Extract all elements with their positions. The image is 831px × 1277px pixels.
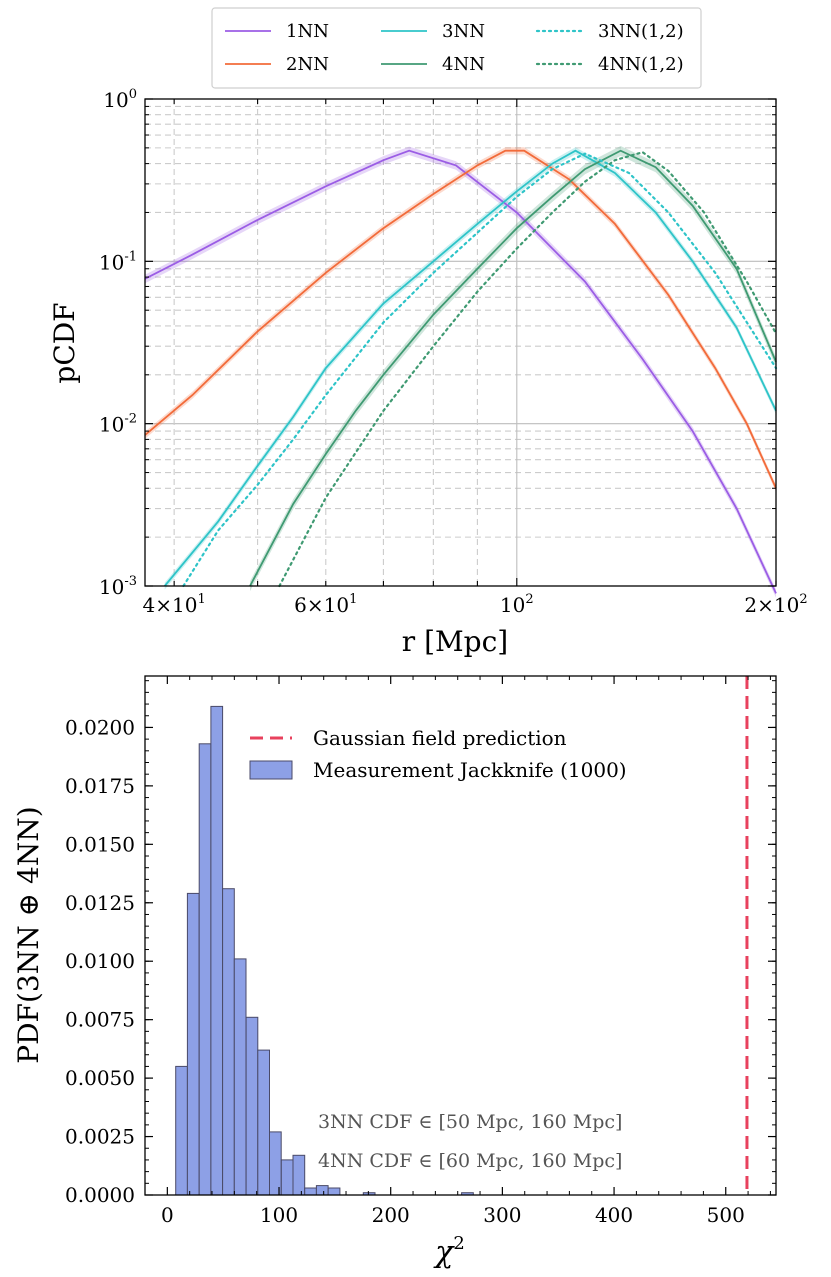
pcdf-x-tick-exp: 2 [525, 592, 533, 607]
chi2-legend-patch-swatch [249, 760, 293, 780]
pcdf-legend-label-3nn12: 3NN(1,2) [598, 21, 684, 42]
chi2-x-tick-label: 400 [595, 1203, 633, 1227]
pcdf-band-4nn [250, 146, 776, 592]
chi2-y-tick-label: 0.0150 [65, 832, 135, 856]
pcdf-legend-label-2nn: 2NN [286, 54, 329, 75]
chi2-histogram-bar [186, 892, 200, 1196]
chi2-y-tick-label: 0.0100 [65, 949, 135, 973]
pcdf-legend-label-4nn: 4NN [442, 54, 485, 75]
chi2-histogram-bar [292, 1154, 306, 1196]
pcdf-error-bands [145, 146, 776, 598]
chi2-y-tick-label: 0.0075 [65, 1008, 135, 1032]
pcdf-y-tick-base: 10 [99, 413, 124, 437]
chi2-histogram-bar [222, 888, 235, 1196]
chi2-y-tick-label: 0.0125 [65, 891, 135, 915]
chi2-histogram-bar [257, 1049, 270, 1196]
chi2-histogram-bar [233, 958, 247, 1196]
chi2-y-tick-label: 0.0175 [65, 774, 135, 798]
chi2-x-axis-label: χ2 [433, 1233, 465, 1270]
pcdf-line-3nn [164, 149, 777, 587]
pcdf-band-3nn [164, 147, 776, 590]
chi2-histogram-bar [210, 705, 224, 1196]
pcdf-y-tick-label: 10-2 [99, 412, 137, 437]
pcdf-x-tick-base: 2×10 [744, 593, 799, 617]
pcdf-series-lines [144, 149, 778, 594]
chi2-y-tick-label: 0.0000 [65, 1183, 135, 1207]
pcdf-y-tick-exp: -3 [124, 574, 137, 589]
pcdf-legend-frame [211, 7, 702, 89]
chi2-y-tick-label: 0.0050 [65, 1066, 135, 1090]
chi2-y-axis-label: PDF(3NN ⊕ 4NN) [12, 806, 45, 1063]
chi2-x-axis-label-base: χ [433, 1235, 455, 1270]
pcdf-band-1nn [145, 146, 776, 598]
chi2-ticks: 0.0000 0.0025 0.0050 0.0075 0.0100 0.0125 0.01… [65, 676, 776, 1227]
pcdf-x-tick-exp: 1 [349, 592, 357, 607]
chi2-x-tick-label: 500 [707, 1203, 745, 1227]
pcdf-x-tick-label: 4×101 [143, 592, 206, 617]
pcdf-grid [145, 98, 777, 587]
chi2-y-tick-label: 0.0025 [65, 1125, 135, 1149]
pcdf-y-tick-label: 10-1 [99, 249, 137, 274]
pcdf-x-tick-label: 2×102 [744, 592, 807, 617]
chi2-histogram-bar [269, 1131, 282, 1196]
pcdf-x-axis-label: r [Mpc] [402, 625, 508, 658]
pcdf-y-tick-base: 10 [103, 88, 128, 112]
pcdf-y-tick-exp: 0 [129, 87, 137, 102]
pcdf-y-tick-label: 100 [103, 87, 137, 112]
pcdf-x-axis-label-text: r [Mpc] [402, 625, 508, 658]
pcdf-x-tick-base: 4×10 [143, 593, 198, 617]
annotation-4nn-range: 4NN CDF ∈ [60 Mpc, 160 Mpc] [318, 1150, 622, 1172]
chi2-legend-label-jackknife: Measurement Jackknife (1000) [313, 758, 627, 782]
pcdf-legend-label-1nn: 1NN [286, 21, 329, 42]
chi2-histogram-bar [198, 743, 212, 1196]
chi2-x-tick-label: 200 [372, 1203, 410, 1227]
pcdf-legend: 1NN 2NN 3NN 4NN 3NN(1,2) 4NN(1,2) [211, 7, 702, 89]
pcdf-line-4nn12 [278, 150, 778, 588]
pcdf-line-2nn [144, 149, 777, 489]
pcdf-line-1nn [144, 149, 777, 594]
chi2-histogram-bar [315, 1185, 329, 1196]
pcdf-y-axis-label: pCDF [48, 302, 81, 383]
pcdf-plot-frame [144, 98, 777, 587]
pcdf-legend-label-4nn12: 4NN(1,2) [598, 54, 684, 75]
chi2-histogram-bar [304, 1187, 317, 1196]
pcdf-y-tick-exp: -2 [124, 412, 137, 427]
chi2-histogram-bar [175, 1065, 188, 1196]
chi2-histogram-bar [280, 1159, 294, 1196]
chi2-legend: Gaussian field prediction Measurement Ja… [249, 726, 627, 782]
chi2-histogram-bars [175, 705, 474, 1196]
pcdf-y-tick-base: 10 [99, 575, 124, 599]
pcdf-x-tick-exp: 2 [799, 592, 807, 607]
chi2-histogram-bar [245, 1016, 259, 1196]
pcdf-y-tick-label: 10-3 [99, 574, 137, 599]
pcdf-y-tick-base: 10 [99, 250, 124, 274]
chi2-legend-label-gaussian: Gaussian field prediction [313, 726, 567, 750]
annotation-3nn-range: 3NN CDF ∈ [50 Mpc, 160 Mpc] [318, 1111, 622, 1133]
chi2-y-tick-label: 0.0200 [65, 715, 135, 739]
chi2-histogram-bar [327, 1187, 341, 1196]
chi2-x-tick-label: 100 [260, 1203, 298, 1227]
pcdf-x-tick-exp: 1 [197, 592, 205, 607]
chi2-histogram: 0.0000 0.0025 0.0050 0.0075 0.0100 0.0125 0.01… [12, 675, 777, 1270]
pcdf-line-4nn [249, 149, 777, 587]
pcdf-y-tick-exp: -1 [124, 249, 137, 264]
chi2-x-tick-label: 300 [483, 1203, 521, 1227]
chi2-x-axis-label-exp: 2 [453, 1233, 464, 1254]
chi2-x-tick-label: 0 [161, 1203, 174, 1227]
pcdf-x-tick-base: 6×10 [294, 593, 349, 617]
pcdf-legend-label-3nn: 3NN [442, 21, 485, 42]
pcdf-x-tick-base: 10 [500, 593, 525, 617]
pcdf-line-3nn12 [182, 152, 778, 588]
pcdf-x-tick-label: 6×101 [294, 592, 357, 617]
chi2-plot-frame [144, 675, 777, 1196]
pcdf-x-tick-label: 102 [500, 592, 534, 617]
